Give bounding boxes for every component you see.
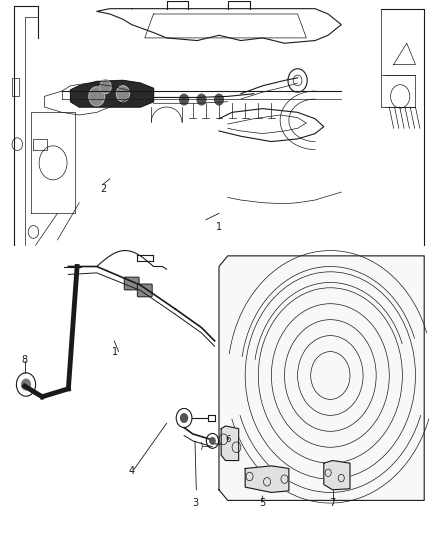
FancyBboxPatch shape [124,277,139,290]
FancyBboxPatch shape [138,284,152,297]
Circle shape [197,94,206,105]
Text: 2: 2 [100,184,106,195]
Circle shape [210,438,215,444]
Circle shape [117,86,130,102]
Text: 7: 7 [329,498,336,508]
Text: 1: 1 [216,222,222,232]
Polygon shape [219,256,424,500]
Circle shape [89,87,105,106]
Circle shape [21,379,30,390]
Text: 4: 4 [129,466,135,476]
Polygon shape [245,466,289,492]
Text: 5: 5 [260,498,266,508]
Circle shape [180,414,187,422]
FancyBboxPatch shape [12,78,19,96]
Text: 8: 8 [21,354,28,365]
Text: 6: 6 [225,435,230,444]
Polygon shape [71,80,153,107]
Polygon shape [221,426,239,461]
Circle shape [215,94,223,105]
Polygon shape [324,461,350,490]
Text: 3: 3 [192,498,198,508]
Circle shape [100,80,111,94]
Text: 1: 1 [112,346,118,357]
Circle shape [180,94,188,105]
